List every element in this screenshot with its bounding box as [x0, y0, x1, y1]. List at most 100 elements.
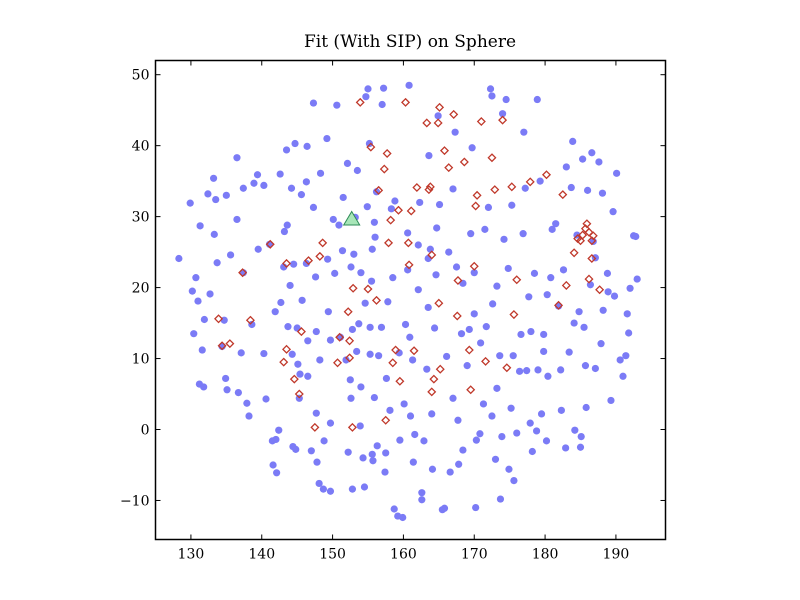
diamond-point	[289, 374, 299, 384]
circle-point	[459, 446, 467, 454]
circle-point	[272, 435, 280, 444]
circle-point	[309, 99, 318, 107]
circle-point	[509, 352, 517, 360]
diamond-point	[366, 142, 376, 152]
diamond-point	[404, 260, 414, 270]
diamond-point	[318, 238, 328, 248]
diamond-point	[453, 275, 463, 286]
diamond-point	[225, 339, 235, 349]
circle-point	[544, 372, 552, 380]
diamond-point	[245, 315, 255, 325]
circle-point	[536, 177, 544, 185]
y-tick-label: 20	[132, 281, 150, 297]
circle-point	[420, 437, 428, 445]
circle-point	[488, 92, 496, 100]
circle-point	[346, 376, 354, 384]
circle-point	[428, 410, 436, 418]
circle-point	[254, 245, 262, 253]
diamond-point	[588, 231, 598, 241]
circle-point	[411, 430, 419, 439]
circle-point	[286, 281, 294, 290]
circle-point	[505, 465, 513, 473]
circle-point	[333, 101, 341, 109]
circle-point	[276, 170, 284, 178]
diamond-point	[310, 422, 320, 432]
circle-point	[477, 339, 485, 347]
x-tick-label: 130	[178, 547, 205, 563]
circle-point	[579, 155, 587, 163]
circle-point	[576, 443, 585, 451]
diamond-point	[584, 274, 594, 284]
circle-point	[283, 221, 291, 229]
diamond-point	[386, 215, 396, 225]
circle-point	[377, 323, 386, 331]
diamond-point	[382, 148, 392, 158]
circle-point	[370, 393, 378, 402]
circle-point	[347, 263, 355, 271]
circle-point	[389, 274, 397, 282]
circle-point	[609, 208, 617, 216]
circle-point	[348, 325, 357, 334]
circle-point	[571, 426, 579, 434]
circle-point	[373, 442, 381, 450]
diamond-point	[294, 389, 304, 399]
circle-point	[610, 292, 619, 300]
circle-point	[530, 269, 539, 277]
circle-point	[493, 282, 501, 290]
circle-point	[537, 410, 546, 418]
circle-point	[233, 154, 241, 162]
diamond-point	[509, 310, 519, 320]
circle-point	[324, 308, 332, 316]
circle-point	[188, 287, 196, 295]
circle-point	[472, 436, 480, 444]
circle-point	[209, 174, 218, 182]
diamond-point	[303, 256, 314, 266]
diamond-point	[345, 336, 355, 346]
circle-point	[280, 227, 289, 236]
circle-point	[540, 347, 548, 356]
circle-point	[598, 189, 607, 197]
diamond-point	[587, 253, 597, 264]
circle-point	[384, 298, 392, 306]
circle-point	[482, 323, 490, 331]
x-tick-label: 150	[319, 547, 346, 563]
circle-point	[391, 197, 399, 205]
circle-point	[567, 183, 575, 192]
circle-point	[260, 181, 268, 189]
y-tick-label: 0	[141, 423, 150, 439]
circle-point	[284, 323, 292, 331]
circle-point	[262, 395, 270, 403]
diamond-point	[444, 163, 454, 173]
plot-area	[155, 60, 666, 540]
diamond-point	[452, 311, 462, 321]
circle-point	[619, 372, 627, 380]
circle-point	[508, 201, 516, 209]
circle-point	[365, 139, 374, 148]
circle-point	[562, 163, 570, 171]
triangle-point	[342, 210, 361, 226]
circle-point	[379, 84, 388, 92]
diamond-point	[333, 358, 343, 368]
diamond-point	[381, 415, 391, 425]
diamond-point	[502, 363, 512, 373]
circle-point	[496, 352, 504, 360]
circle-point	[559, 266, 568, 274]
circle-point	[356, 422, 364, 430]
circle-point	[245, 412, 253, 420]
circle-point	[604, 288, 612, 296]
diamond-point	[355, 97, 365, 107]
circle-point	[542, 437, 551, 445]
diamond-point	[427, 250, 437, 260]
x-tick-label: 170	[461, 547, 488, 563]
diamond-point	[424, 185, 434, 195]
circle-point	[534, 366, 542, 374]
diamond-point	[403, 238, 413, 248]
circle-point	[599, 306, 607, 314]
circle-point	[517, 330, 525, 339]
circle-point	[277, 298, 285, 307]
circle-point	[357, 269, 365, 277]
circle-point	[607, 396, 615, 405]
diamond-point	[406, 206, 416, 216]
diamond-point	[371, 295, 382, 305]
